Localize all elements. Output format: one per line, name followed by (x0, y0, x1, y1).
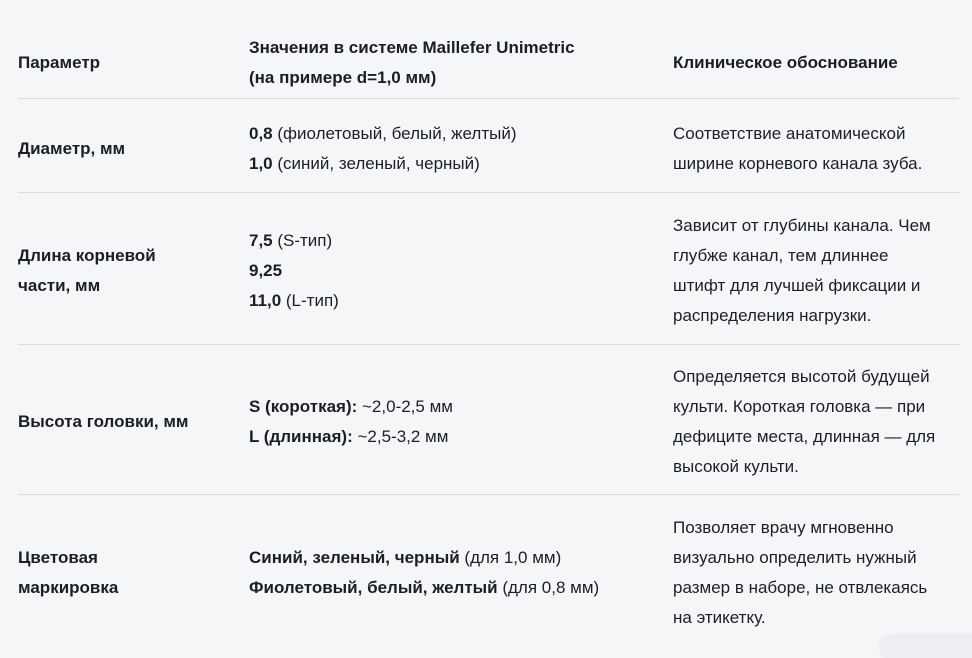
value-bold: S (короткая): (249, 396, 358, 416)
value-bold: 0,8 (249, 123, 273, 143)
value-bold: 9,25 (249, 260, 283, 280)
column-header-parameter: Параметр (18, 53, 101, 72)
table-row-root-length: Длина корневой части, мм 7,5 (S-тип) 9,2… (18, 193, 959, 345)
value-bold: 11,0 (249, 290, 282, 310)
value-rest: (фиолетовый, белый, желтый) (272, 123, 517, 143)
row-rationale-color-marking: Позволяет врачу мгновенно визуально опре… (673, 518, 928, 627)
value-line: 9,25 (249, 256, 659, 286)
row-label-color-marking: Цветовая маркировка (18, 548, 119, 597)
table-row-diameter: Диаметр, мм 0,8 (фиолетовый, белый, желт… (18, 99, 959, 193)
value-bold: L (длинная): (249, 426, 353, 446)
value-rest: ~2,5-3,2 мм (352, 426, 449, 446)
value-rest: (L-тип) (281, 290, 339, 310)
value-rest: ~2,0-2,5 мм (357, 396, 453, 416)
row-values-diameter: 0,8 (фиолетовый, белый, желтый) 1,0 (син… (249, 119, 673, 179)
value-line: 1,0 (синий, зеленый, черный) (249, 149, 659, 179)
value-rest: (синий, зеленый, черный) (272, 153, 480, 173)
value-bold: Синий, зеленый, черный (249, 548, 460, 567)
row-values-head-height: S (короткая): ~2,0-2,5 мм L (длинная): ~… (249, 392, 673, 452)
value-line: Фиолетовый, белый, желтый (для 0,8 мм) (249, 573, 659, 603)
value-bold: 1,0 (249, 153, 273, 173)
value-rest: (для 1,0 мм) (459, 548, 562, 567)
table-row-head-height: Высота головки, мм S (короткая): ~2,0-2,… (18, 345, 959, 495)
row-label-head-height: Высота головки, мм (18, 411, 189, 431)
value-line: 11,0 (L-тип) (249, 286, 659, 316)
value-rest: (для 0,8 мм) (497, 578, 600, 597)
table-header-row: Параметр Значения в системе Maillefer Un… (18, 0, 959, 99)
value-line: S (короткая): ~2,0-2,5 мм (249, 392, 659, 422)
row-rationale-root-length: Зависит от глубины канала. Чем глубже ка… (673, 215, 931, 325)
value-bold: 7,5 (249, 230, 273, 250)
corner-overlay (881, 636, 972, 658)
row-rationale-diameter: Соответствие анатомической ширине корнев… (673, 123, 923, 173)
column-header-values: Значения в системе Maillefer Unimetric (… (249, 38, 575, 87)
row-values-root-length: 7,5 (S-тип) 9,25 11,0 (L-тип) (249, 226, 673, 316)
value-line: Синий, зеленый, черный (для 1,0 мм) (249, 543, 659, 573)
table-row-color-marking: Цветовая маркировка Синий, зеленый, черн… (18, 495, 959, 647)
value-line: 0,8 (фиолетовый, белый, желтый) (249, 119, 659, 149)
value-line: L (длинная): ~2,5-3,2 мм (249, 422, 659, 452)
parameters-table: Параметр Значения в системе Maillefer Un… (18, 0, 959, 647)
value-rest: (S-тип) (272, 230, 333, 250)
value-bold: Фиолетовый, белый, желтый (249, 578, 498, 597)
row-label-diameter: Диаметр, мм (18, 138, 126, 158)
row-label-root-length: Длина корневой части, мм (18, 245, 156, 295)
value-line: 7,5 (S-тип) (249, 226, 659, 256)
row-values-color-marking: Синий, зеленый, черный (для 1,0 мм) Фиол… (249, 543, 673, 603)
column-header-rationale: Клиническое обоснование (673, 53, 898, 72)
row-rationale-head-height: Определяется высотой будущей культи. Кор… (673, 366, 936, 476)
